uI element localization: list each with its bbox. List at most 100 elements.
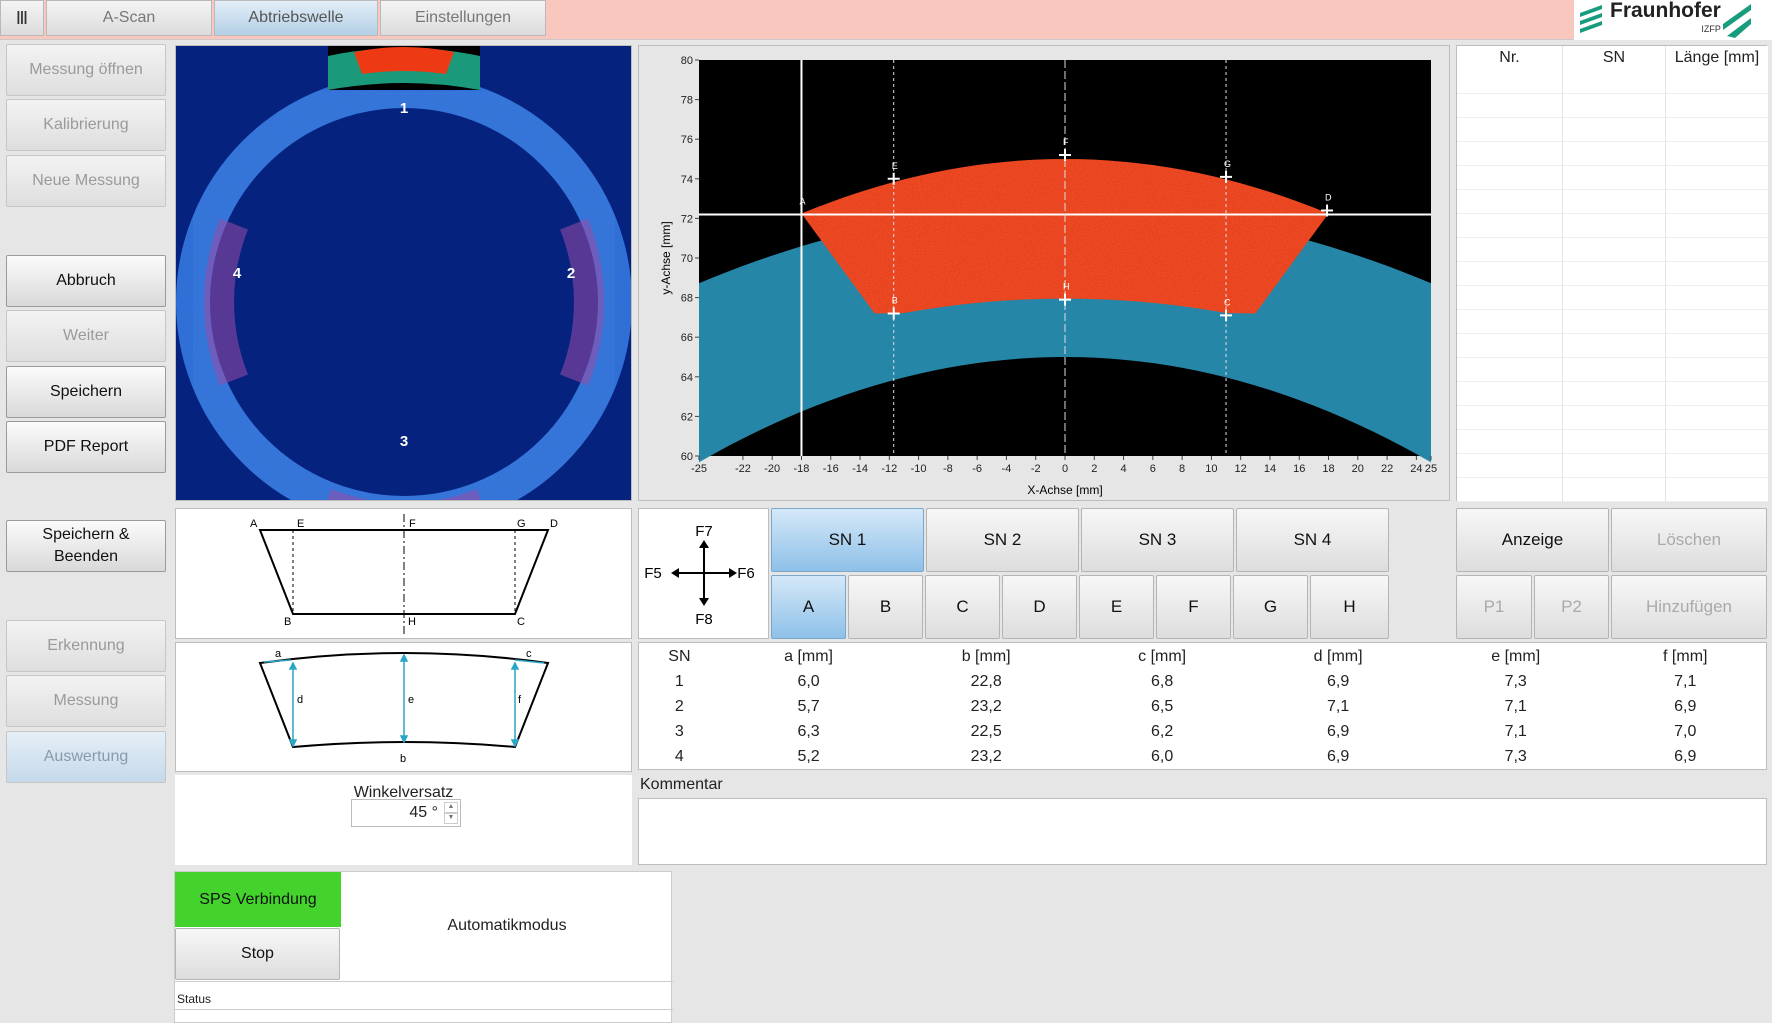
y-tick-label: 64 xyxy=(681,372,693,384)
marker-point-d[interactable] xyxy=(1321,204,1334,217)
x-tick-label: 22 xyxy=(1381,463,1393,475)
x-tick-label: 24 xyxy=(1410,463,1422,475)
cell-e: 7,3 xyxy=(1504,747,1527,765)
table-row[interactable]: 1 6,0 22,8 6,8 6,9 7,3 7,1 xyxy=(639,669,1766,694)
erkennung-button[interactable]: Erkennung xyxy=(6,620,166,672)
compass-south: F8 xyxy=(695,611,713,628)
x-tick-label: 8 xyxy=(1179,463,1185,475)
ring-label-2: 2 xyxy=(567,265,575,282)
abbruch-button[interactable]: Abbruch xyxy=(6,255,166,307)
sn-2-button[interactable]: SN 2 xyxy=(926,508,1079,572)
col-e: e [mm] xyxy=(1491,647,1541,665)
messung-button[interactable]: Messung xyxy=(6,675,166,727)
speichern-beenden-button[interactable]: Speichern & Beenden xyxy=(6,520,166,572)
results-table[interactable]: Nr. SN Länge [mm] xyxy=(1456,45,1768,502)
ring-zone-2 xyxy=(559,218,604,386)
cell-sn: 1 xyxy=(674,672,684,690)
stepper-up-icon[interactable]: ▲ xyxy=(444,802,458,813)
cell-b: 22,8 xyxy=(970,672,1002,690)
messung-oeffnen-button[interactable]: Messung öffnen xyxy=(6,44,166,96)
x-tick-label: 12 xyxy=(1235,463,1247,475)
ring-view[interactable]: 1 2 3 4 xyxy=(175,45,632,501)
x-tick-label: -10 xyxy=(911,463,927,475)
diagram-label-g-upper: G xyxy=(517,518,526,530)
menu-bars-icon[interactable]: Ⅲ xyxy=(0,0,44,36)
point-f-button[interactable]: F xyxy=(1156,575,1231,639)
table-row[interactable]: 4 5,2 23,2 6,0 6,9 7,3 6,9 xyxy=(639,744,1766,769)
col-d: d [mm] xyxy=(1313,647,1363,665)
tab-einstellungen[interactable]: Einstellungen xyxy=(380,0,546,36)
neue-messung-button[interactable]: Neue Messung xyxy=(6,155,166,207)
loeschen-button[interactable]: Löschen xyxy=(1611,508,1767,572)
marker-point-c[interactable] xyxy=(1220,309,1233,322)
col-a: a [mm] xyxy=(784,647,833,665)
fraunhofer-logo-icon xyxy=(1580,5,1602,33)
x-tick-label: -16 xyxy=(823,463,839,475)
diagram-label-h-upper: H xyxy=(408,616,416,628)
marker-point-b[interactable] xyxy=(887,307,900,320)
point-b-button[interactable]: B xyxy=(848,575,923,639)
point-h-button[interactable]: H xyxy=(1310,575,1389,639)
sn-1-button[interactable]: SN 1 xyxy=(771,508,924,572)
marker-point-g[interactable] xyxy=(1220,170,1233,183)
winkelversatz-stepper[interactable]: 45 ° ▲ ▼ xyxy=(351,799,461,827)
col-sn: SN xyxy=(668,647,691,665)
tab-a-scan[interactable]: A-Scan xyxy=(46,0,212,36)
automatikmodus-label: Automatikmodus xyxy=(447,917,567,934)
point-d-button[interactable]: D xyxy=(1002,575,1077,639)
diagram-label-d-upper: D xyxy=(550,518,558,530)
p2-button[interactable]: P2 xyxy=(1534,575,1609,639)
ring-svg: 1 2 3 4 xyxy=(176,46,631,500)
auswertung-button[interactable]: Auswertung xyxy=(6,731,166,783)
pdf-report-button[interactable]: PDF Report xyxy=(6,421,166,473)
hinzufuegen-button[interactable]: Hinzufügen xyxy=(1611,575,1767,639)
marker-point-f[interactable] xyxy=(1059,149,1071,162)
ring-label-3: 3 xyxy=(400,433,408,450)
dim-c-arrow xyxy=(514,659,545,664)
trapezoid-curved-shape xyxy=(258,652,550,749)
kalibrierung-button[interactable]: Kalibrierung xyxy=(6,99,166,151)
table-row[interactable]: 2 5,7 23,2 6,5 7,1 7,1 6,9 xyxy=(639,694,1766,719)
cell-a: 6,3 xyxy=(797,722,820,740)
cell-f: 6,9 xyxy=(1674,697,1697,715)
point-a-button[interactable]: A xyxy=(771,575,846,639)
cell-e: 7,1 xyxy=(1504,697,1527,715)
speichern-beenden-label-2: Beenden xyxy=(53,548,119,565)
compass-east: F6 xyxy=(737,565,755,582)
x-tick-label: 10 xyxy=(1205,463,1217,475)
point-e-button[interactable]: E xyxy=(1079,575,1154,639)
p1-button[interactable]: P1 xyxy=(1456,575,1532,639)
sn-3-button[interactable]: SN 3 xyxy=(1081,508,1234,572)
marker-label-a: A xyxy=(799,196,805,206)
stepper-down-icon[interactable]: ▼ xyxy=(444,813,458,824)
trapezoid-diagram-points: A E F G D B H C xyxy=(175,508,632,639)
cell-c: 6,5 xyxy=(1151,697,1174,715)
cell-c: 6,2 xyxy=(1151,722,1174,740)
col-b: b [mm] xyxy=(961,647,1011,665)
measurement-header-row: SN a [mm] b [mm] c [mm] d [mm] e [mm] f … xyxy=(639,644,1766,669)
cell-d: 6,9 xyxy=(1326,672,1350,690)
point-g-button[interactable]: G xyxy=(1233,575,1308,639)
y-tick-label: 60 xyxy=(681,451,693,463)
weiter-button[interactable]: Weiter xyxy=(6,310,166,362)
sn-4-button[interactable]: SN 4 xyxy=(1236,508,1389,572)
table-row[interactable]: 3 6,3 22,5 6,2 6,9 7,1 7,0 xyxy=(639,719,1766,744)
measurement-table[interactable]: SN a [mm] b [mm] c [mm] d [mm] e [mm] f … xyxy=(638,642,1767,770)
marker-point-h[interactable] xyxy=(1059,293,1071,306)
tab-abtriebswelle[interactable]: Abtriebswelle xyxy=(214,0,378,36)
dim-label-b: b xyxy=(400,753,406,765)
marker-point-e[interactable] xyxy=(887,172,900,185)
anzeige-button[interactable]: Anzeige xyxy=(1456,508,1609,572)
x-tick-label: -4 xyxy=(1002,463,1012,475)
marker-label-c: C xyxy=(1224,297,1231,307)
point-c-button[interactable]: C xyxy=(925,575,1000,639)
x-tick-label: -6 xyxy=(972,463,982,475)
speichern-button[interactable]: Speichern xyxy=(6,366,166,418)
dim-label-d: d xyxy=(297,694,303,706)
results-col-nr: Nr. xyxy=(1457,46,1562,70)
kommentar-input[interactable] xyxy=(638,798,1767,865)
marker-label-h: H xyxy=(1063,282,1070,292)
stop-button[interactable]: Stop xyxy=(175,928,340,980)
marker-point-a[interactable] xyxy=(795,208,808,221)
